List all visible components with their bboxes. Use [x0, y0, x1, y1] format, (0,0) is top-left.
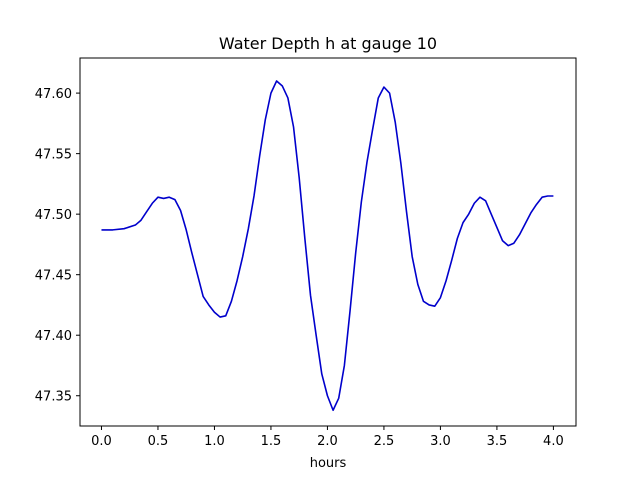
x-tick-label: 0.5	[148, 434, 169, 449]
series-line-water-depth	[101, 80, 554, 412]
x-tick-label: 3.5	[487, 434, 508, 449]
x-tick-label: 4.0	[543, 434, 564, 449]
y-tick-label: 47.35	[35, 390, 72, 405]
x-tick-label: 2.5	[374, 434, 395, 449]
x-axis-label: hours	[310, 456, 347, 471]
chart-title: Water Depth h at gauge 10	[219, 34, 437, 53]
x-tick-label: 1.5	[261, 434, 282, 449]
x-tick-label: 2.0	[317, 434, 338, 449]
x-tick-label: 3.0	[430, 434, 451, 449]
y-tick-label: 47.55	[35, 148, 72, 163]
plot-frame	[79, 57, 577, 427]
y-tick-label: 47.45	[35, 269, 72, 284]
tick-group: 0.0 0.5 1.0 1.5 2.0 2.5 3.0 3.5 4.0 47.35 47.40 47.…	[35, 87, 564, 449]
y-tick-label: 47.60	[35, 87, 72, 102]
x-tick-label: 1.0	[204, 434, 225, 449]
x-tick-label: 0.0	[91, 434, 112, 449]
y-tick-label: 47.40	[35, 329, 72, 344]
y-tick-label: 47.50	[35, 208, 72, 223]
